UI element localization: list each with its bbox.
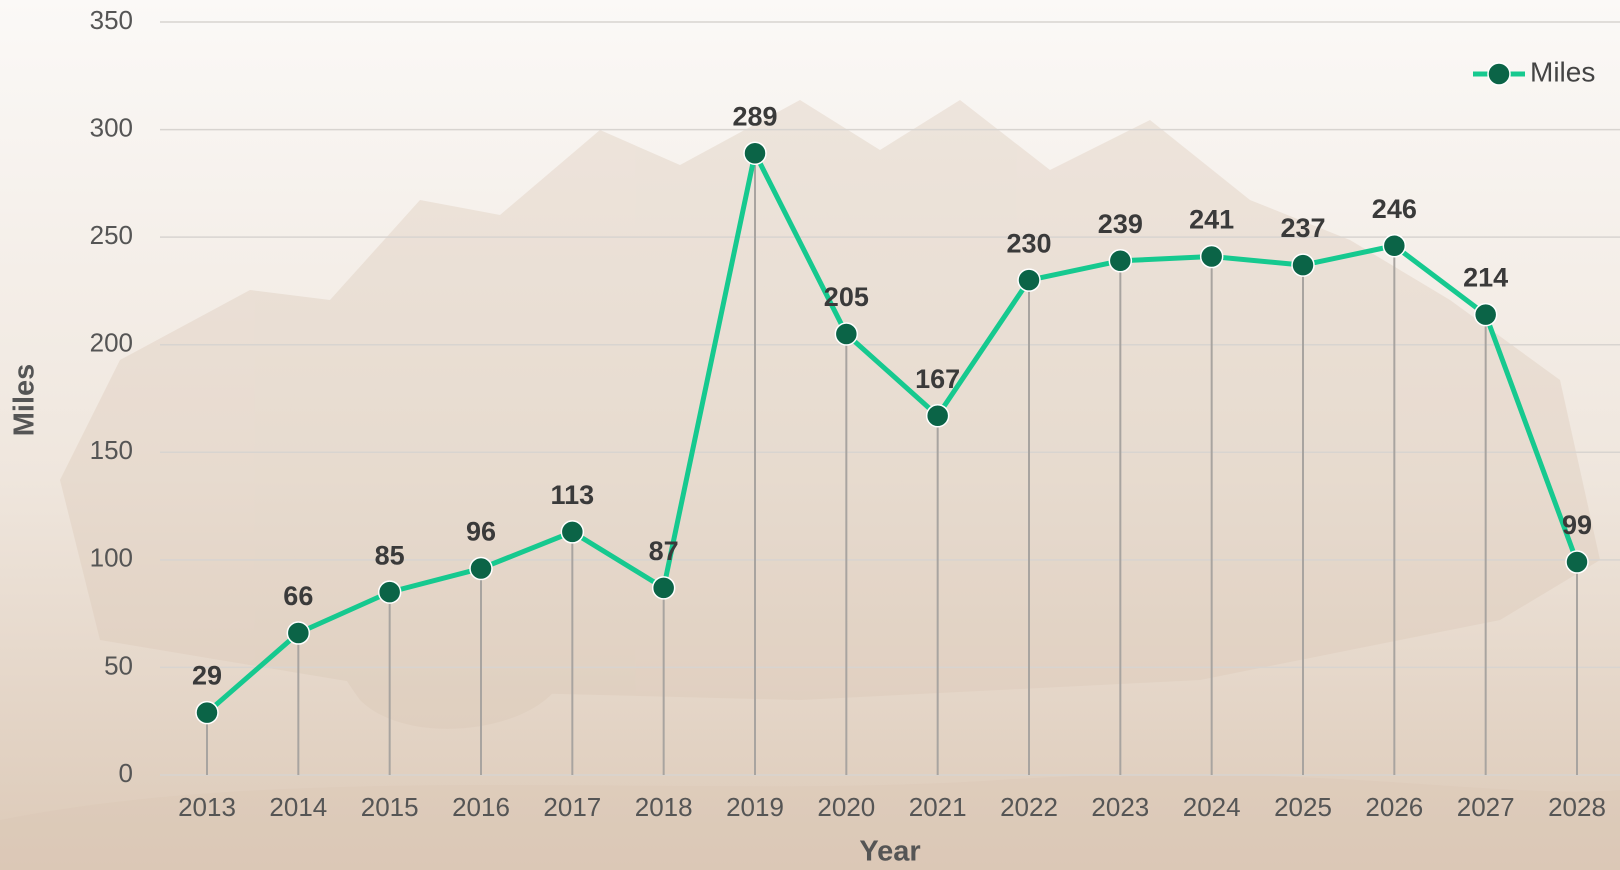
y-tick-label: 300 bbox=[90, 112, 133, 142]
point bbox=[834, 322, 859, 346]
x-tick-label: 2016 bbox=[452, 792, 510, 822]
data-label: 85 bbox=[375, 540, 405, 570]
x-tick-label: 2025 bbox=[1274, 792, 1332, 822]
point bbox=[925, 403, 950, 428]
data-label: 99 bbox=[1562, 510, 1592, 540]
point bbox=[743, 141, 767, 165]
data-label: 214 bbox=[1463, 263, 1508, 293]
data-label: 205 bbox=[824, 282, 869, 312]
x-tick-label: 2015 bbox=[361, 792, 419, 822]
x-tick-label: 2028 bbox=[1548, 792, 1606, 822]
point bbox=[560, 520, 585, 544]
point bbox=[1017, 268, 1041, 292]
x-tick-label: 2019 bbox=[726, 792, 784, 822]
x-tick-label: 2017 bbox=[543, 792, 601, 822]
point bbox=[1108, 249, 1133, 273]
y-tick-label: 350 bbox=[90, 5, 133, 35]
y-tick-label: 50 bbox=[104, 650, 133, 680]
data-label: 29 bbox=[192, 661, 222, 691]
x-axis-label: Year bbox=[859, 836, 920, 868]
x-tick-label: 2013 bbox=[178, 792, 236, 822]
point bbox=[1382, 233, 1407, 258]
data-label: 167 bbox=[915, 364, 960, 394]
point bbox=[651, 576, 676, 600]
point bbox=[195, 700, 219, 725]
x-tick-label: 2027 bbox=[1457, 792, 1515, 822]
x-tick-label: 2026 bbox=[1365, 792, 1423, 822]
legend-marker bbox=[1487, 62, 1511, 86]
y-tick-label: 100 bbox=[90, 543, 133, 573]
data-label: 237 bbox=[1280, 213, 1325, 243]
x-tick-label: 2024 bbox=[1183, 792, 1241, 822]
data-label: 239 bbox=[1098, 209, 1143, 239]
data-label: 113 bbox=[551, 480, 595, 510]
series-line bbox=[205, 150, 1580, 715]
x-tick-label: 2020 bbox=[817, 792, 875, 822]
y-tick-label: 200 bbox=[90, 328, 133, 358]
point bbox=[1473, 302, 1498, 327]
x-tick-label: 2022 bbox=[1000, 792, 1058, 822]
point bbox=[1199, 244, 1224, 269]
data-label: 289 bbox=[732, 101, 777, 131]
data-label: 87 bbox=[649, 536, 679, 566]
data-label: 96 bbox=[466, 517, 496, 547]
x-tick-label: 2021 bbox=[909, 792, 967, 822]
point bbox=[286, 621, 311, 645]
data-label: 66 bbox=[283, 581, 313, 611]
x-tick-label: 2023 bbox=[1091, 792, 1149, 822]
legend-label: Miles bbox=[1530, 56, 1595, 87]
y-tick-label: 0 bbox=[119, 758, 133, 788]
point bbox=[377, 580, 402, 604]
point bbox=[1565, 550, 1589, 574]
data-label: 241 bbox=[1189, 205, 1234, 235]
x-tick-label: 2018 bbox=[635, 792, 693, 822]
x-tick-label: 2014 bbox=[269, 792, 327, 822]
data-label: 230 bbox=[1006, 228, 1051, 258]
data-label: 246 bbox=[1372, 194, 1417, 224]
y-axis-label: Miles bbox=[9, 364, 41, 437]
point bbox=[1291, 253, 1315, 277]
point bbox=[469, 556, 493, 581]
y-tick-label: 150 bbox=[90, 435, 133, 465]
y-tick-label: 250 bbox=[90, 220, 133, 250]
